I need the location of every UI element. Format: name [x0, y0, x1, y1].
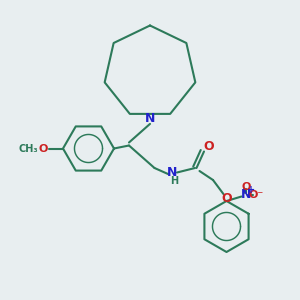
Text: O: O	[39, 143, 48, 154]
Text: O: O	[203, 140, 214, 154]
Text: O⁻: O⁻	[248, 190, 263, 200]
Text: N: N	[145, 112, 155, 125]
Text: N: N	[241, 188, 251, 202]
Text: H: H	[170, 176, 178, 187]
Text: CH₃: CH₃	[19, 143, 38, 154]
Text: +: +	[247, 185, 255, 195]
Text: O: O	[221, 191, 232, 205]
Text: O: O	[241, 182, 251, 193]
Text: N: N	[167, 166, 178, 179]
